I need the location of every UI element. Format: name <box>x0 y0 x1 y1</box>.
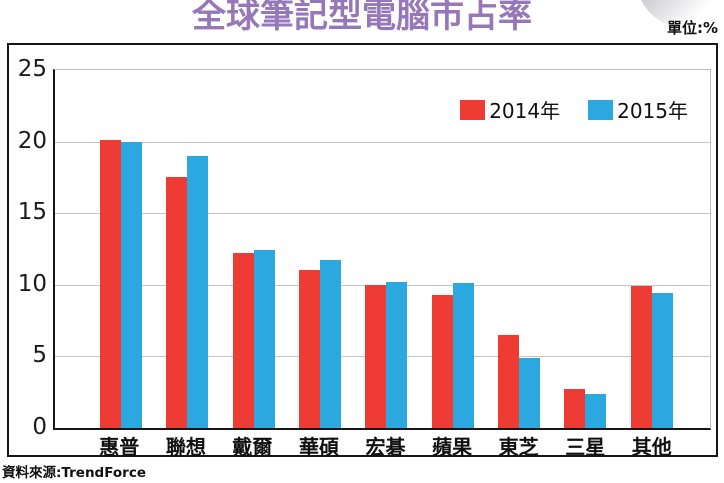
x-axis-label: 聯想 <box>165 435 206 459</box>
x-axis-labels: 惠普 聯想 戴爾 華碩 宏碁 蘋果 東芝 三星 其他 <box>53 431 710 460</box>
x-axis-label: 戴爾 <box>232 435 273 459</box>
bar-group-3 <box>221 70 287 428</box>
bar-2015年-蘋果 <box>452 283 474 428</box>
legend-item-2014年: 2014年 <box>460 95 560 124</box>
bar-2014年-東芝 <box>498 334 520 428</box>
bar-2015年-惠普 <box>121 141 143 428</box>
bar-2014年-惠普 <box>100 140 122 428</box>
bar-2014年-其他 <box>630 286 652 428</box>
bar-2014年-三星 <box>564 389 586 428</box>
plot-area: 2014年 2015年 <box>53 69 711 430</box>
unit-label: 單位:% <box>666 19 718 37</box>
y-tick-label: 5 <box>32 342 47 369</box>
page-title: 全球筆記型電腦市占率 <box>192 0 532 36</box>
bar-2015年-其他 <box>651 293 673 428</box>
x-axis-label: 蘋果 <box>432 435 473 459</box>
bar-2014年-戴爾 <box>232 253 254 428</box>
y-tick-label: 0 <box>32 414 47 440</box>
bars-row <box>55 70 710 428</box>
legend-label: 2015年 <box>617 99 688 123</box>
legend-swatch-icon <box>460 99 486 120</box>
bar-2014年-聯想 <box>166 177 188 428</box>
bar-2014年-華碩 <box>299 270 321 428</box>
bar-group-1 <box>88 70 154 428</box>
bar-2015年-聯想 <box>187 155 209 428</box>
legend-item-2015年: 2015年 <box>588 95 688 124</box>
bar-2014年-宏碁 <box>365 284 387 428</box>
gridline-15 <box>55 213 710 215</box>
bar-group-6 <box>420 70 486 428</box>
x-axis-label: 東芝 <box>498 435 539 459</box>
legend: 2014年 2015年 <box>460 95 688 124</box>
bar-2014年-蘋果 <box>431 294 453 428</box>
bar-group-8 <box>552 70 618 428</box>
x-axis-label: 其他 <box>631 435 672 459</box>
y-tick-label: 20 <box>17 127 47 154</box>
bar-group-4 <box>287 70 353 428</box>
bar-group-5 <box>353 70 419 428</box>
source-note: 資料來源:TrendForce <box>2 465 146 481</box>
y-tick-label: 25 <box>17 56 47 82</box>
chart-frame: 2014年 2015年 0 5 10 15 20 25 惠普 聯想 戴爾 華碩 宏碁 蘋果 東芝 三星 其他 <box>7 43 718 460</box>
bar-2015年-東芝 <box>519 357 541 428</box>
x-axis-label: 惠普 <box>99 435 140 459</box>
bar-2015年-三星 <box>585 393 607 428</box>
x-axis-label: 華碩 <box>298 435 339 459</box>
x-axis-label: 宏碁 <box>365 435 406 459</box>
x-axis-label: 三星 <box>565 435 606 459</box>
y-tick-label: 10 <box>17 270 47 297</box>
gridline-20 <box>55 141 710 143</box>
bar-group-2 <box>154 70 220 428</box>
bar-group-7 <box>486 70 552 428</box>
bar-group-9 <box>619 70 685 428</box>
bar-2015年-宏碁 <box>386 281 408 428</box>
bar-2015年-華碩 <box>320 260 342 428</box>
y-tick-label: 15 <box>17 199 47 226</box>
legend-swatch-icon <box>588 99 614 120</box>
bar-2015年-戴爾 <box>253 250 275 428</box>
legend-label: 2014年 <box>489 99 561 123</box>
